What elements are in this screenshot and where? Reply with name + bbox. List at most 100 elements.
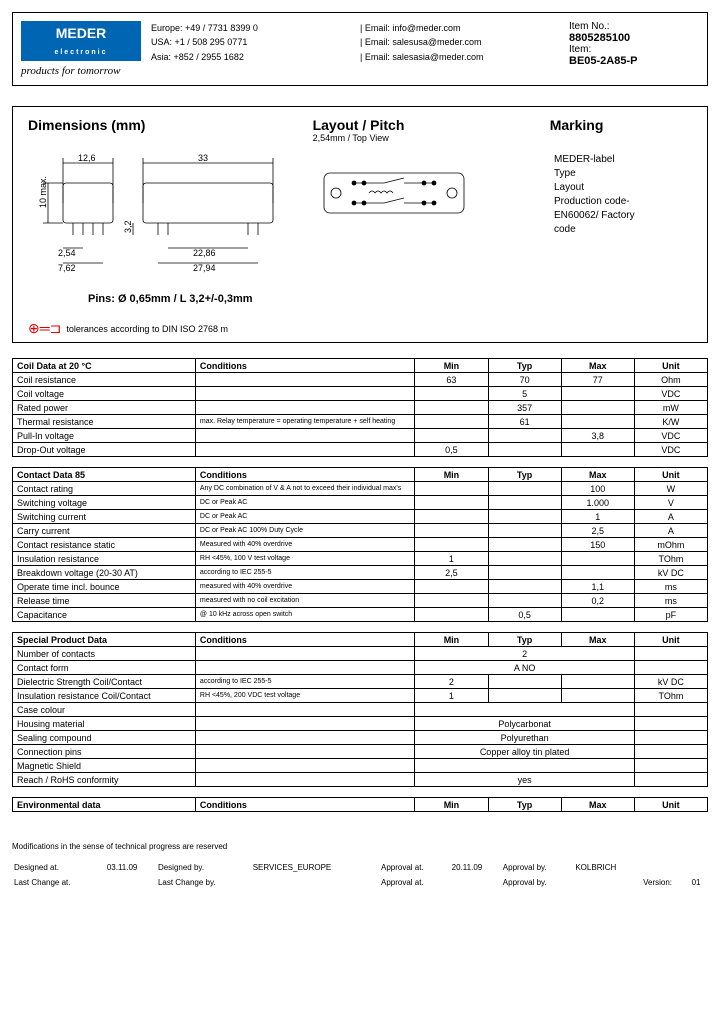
approval-by-label: Approval by. bbox=[503, 861, 574, 874]
asia-email: | Email: salesasia@meder.com bbox=[360, 50, 559, 64]
last-change-by-label: Last Change by. bbox=[158, 876, 251, 889]
last-change-at-label: Last Change at. bbox=[14, 876, 105, 889]
table-row: Pull-In voltage 3,8VDC bbox=[13, 429, 708, 443]
approval-by2-label: Approval by. bbox=[503, 876, 574, 889]
table-row: Operate time incl. bouncemeasured with 4… bbox=[13, 580, 708, 594]
env-title: Environmental data bbox=[13, 798, 196, 812]
approval-at2-label: Approval at. bbox=[381, 876, 450, 889]
version-label: Version: bbox=[643, 876, 689, 889]
svg-text:10 max.: 10 max. bbox=[38, 176, 48, 208]
approval-by: KOLBRICH bbox=[575, 861, 641, 874]
layout-drawing bbox=[314, 153, 544, 233]
marking-line: Production code- bbox=[554, 195, 692, 209]
table-row: Coil resistance 6370 77Ohm bbox=[13, 373, 708, 387]
contact-phones: Europe: +49 / 7731 8399 0 USA: +1 / 508 … bbox=[151, 21, 350, 77]
table-row: Sealing compound Polyurethan bbox=[13, 731, 708, 745]
table-row: Reach / RoHS conformity yes bbox=[13, 773, 708, 787]
contact-title: Contact Data 85 bbox=[13, 468, 196, 482]
table-row: Coil voltage 5 VDC bbox=[13, 387, 708, 401]
table-row: Contact ratingAny DC combination of V & … bbox=[13, 482, 708, 496]
tolerance-text: tolerances according to DIN ISO 2768 m bbox=[66, 324, 228, 334]
table-row: Thermal resistancemax. Relay temperature… bbox=[13, 415, 708, 429]
svg-text:7,62: 7,62 bbox=[58, 263, 76, 273]
approval-at: 20.11.09 bbox=[452, 861, 501, 874]
item-no: 8805285100 bbox=[569, 32, 699, 44]
europe-email: | Email: info@meder.com bbox=[360, 21, 559, 35]
table-row: Connection pins Copper alloy tin plated bbox=[13, 745, 708, 759]
header-box: MEDER electronic products for tomorrow E… bbox=[12, 12, 708, 86]
logo-main: MEDER bbox=[56, 25, 107, 41]
tolerance-note: ⊕═⊐ tolerances according to DIN ISO 2768… bbox=[28, 320, 692, 337]
contact-table: Contact Data 85 Conditions Min Typ Max U… bbox=[12, 467, 708, 622]
usa-email: | Email: salesusa@meder.com bbox=[360, 35, 559, 49]
hdr-conditions: Conditions bbox=[195, 359, 414, 373]
hdr-typ: Typ bbox=[488, 359, 561, 373]
special-title: Special Product Data bbox=[13, 633, 196, 647]
svg-text:3,2: 3,2 bbox=[123, 220, 133, 233]
hdr-min: Min bbox=[415, 359, 488, 373]
logo-sub: electronic bbox=[54, 49, 107, 56]
svg-text:2,54: 2,54 bbox=[58, 248, 76, 258]
table-row: Carry currentDC or Peak AC 100% Duty Cyc… bbox=[13, 524, 708, 538]
item-info: Item No.: 8805285100 Item: BE05-2A85-P bbox=[569, 21, 699, 77]
table-row: Contact resistance staticMeasured with 4… bbox=[13, 538, 708, 552]
title-dimensions: Dimensions (mm) bbox=[28, 117, 313, 143]
designed-by: SERVICES_EUROPE bbox=[253, 861, 379, 874]
usa-phone: USA: +1 / 508 295 0771 bbox=[151, 35, 350, 49]
contact-emails: | Email: info@meder.com | Email: salesus… bbox=[360, 21, 559, 77]
svg-text:22,86: 22,86 bbox=[193, 248, 216, 258]
marking-line: code bbox=[554, 223, 692, 237]
hdr-unit: Unit bbox=[634, 359, 707, 373]
special-table: Special Product Data Conditions Min Typ … bbox=[12, 632, 708, 787]
table-row: Capacitance@ 10 kHz across open switch 0… bbox=[13, 608, 708, 622]
item-name: BE05-2A85-P bbox=[569, 55, 699, 67]
table-row: Magnetic Shield bbox=[13, 759, 708, 773]
table-row: Insulation resistance Coil/ContactRH <45… bbox=[13, 689, 708, 703]
svg-text:33: 33 bbox=[198, 153, 208, 163]
dimensions-drawing: 12,6 10 max. bbox=[28, 153, 304, 283]
logo-area: MEDER electronic products for tomorrow bbox=[21, 21, 141, 77]
svg-text:12,6: 12,6 bbox=[78, 153, 96, 163]
designed-by-label: Designed by. bbox=[158, 861, 251, 874]
table-row: Rated power 357 mW bbox=[13, 401, 708, 415]
projection-icon: ⊕═⊐ bbox=[28, 320, 61, 337]
layout-sub: 2,54mm / Top View bbox=[313, 133, 550, 143]
coil-title: Coil Data at 20 °C bbox=[13, 359, 196, 373]
marking-text: MEDER-label Type Layout Production code-… bbox=[554, 153, 692, 237]
logo: MEDER electronic bbox=[21, 21, 141, 61]
approval-at-label: Approval at. bbox=[381, 861, 450, 874]
designed-at-label: Designed at. bbox=[14, 861, 105, 874]
table-row: Release timemeasured with no coil excita… bbox=[13, 594, 708, 608]
marking-line: Type bbox=[554, 167, 692, 181]
title-marking: Marking bbox=[550, 117, 692, 143]
table-row: Housing material Polycarbonat bbox=[13, 717, 708, 731]
table-row: Number of contacts 2 bbox=[13, 647, 708, 661]
tagline: products for tomorrow bbox=[21, 65, 141, 77]
env-table: Environmental data Conditions Min Typ Ma… bbox=[12, 797, 708, 812]
marking-line: MEDER-label bbox=[554, 153, 692, 167]
footer-note: Modifications in the sense of technical … bbox=[12, 842, 708, 851]
table-row: Breakdown voltage (20-30 AT)according to… bbox=[13, 566, 708, 580]
item-no-label: Item No.: bbox=[569, 21, 699, 32]
asia-phone: Asia: +852 / 2955 1682 bbox=[151, 50, 350, 64]
marking-line: EN60062/ Factory bbox=[554, 209, 692, 223]
table-row: Case colour bbox=[13, 703, 708, 717]
version: 01 bbox=[692, 876, 706, 889]
pins-note: Pins: Ø 0,65mm / L 3,2+/-0,3mm bbox=[88, 293, 692, 305]
designed-at: 03.11.09 bbox=[107, 861, 156, 874]
table-row: Contact form A NO bbox=[13, 661, 708, 675]
europe-phone: Europe: +49 / 7731 8399 0 bbox=[151, 21, 350, 35]
coil-table: Coil Data at 20 °C Conditions Min Typ Ma… bbox=[12, 358, 708, 457]
hdr-max: Max bbox=[561, 359, 634, 373]
table-row: Switching currentDC or Peak AC 1A bbox=[13, 510, 708, 524]
table-row: Drop-Out voltage 0,5 VDC bbox=[13, 443, 708, 457]
svg-text:27,94: 27,94 bbox=[193, 263, 216, 273]
item-label: Item: bbox=[569, 44, 699, 55]
footer-table: Designed at. 03.11.09 Designed by. SERVI… bbox=[12, 859, 708, 891]
marking-line: Layout bbox=[554, 181, 692, 195]
table-row: Dielectric Strength Coil/Contactaccordin… bbox=[13, 675, 708, 689]
table-row: Switching voltageDC or Peak AC 1.000V bbox=[13, 496, 708, 510]
table-row: Insulation resistanceRH <45%, 100 V test… bbox=[13, 552, 708, 566]
diagram-box: Dimensions (mm) Layout / Pitch 2,54mm / … bbox=[12, 106, 708, 343]
title-layout: Layout / Pitch bbox=[313, 117, 550, 133]
